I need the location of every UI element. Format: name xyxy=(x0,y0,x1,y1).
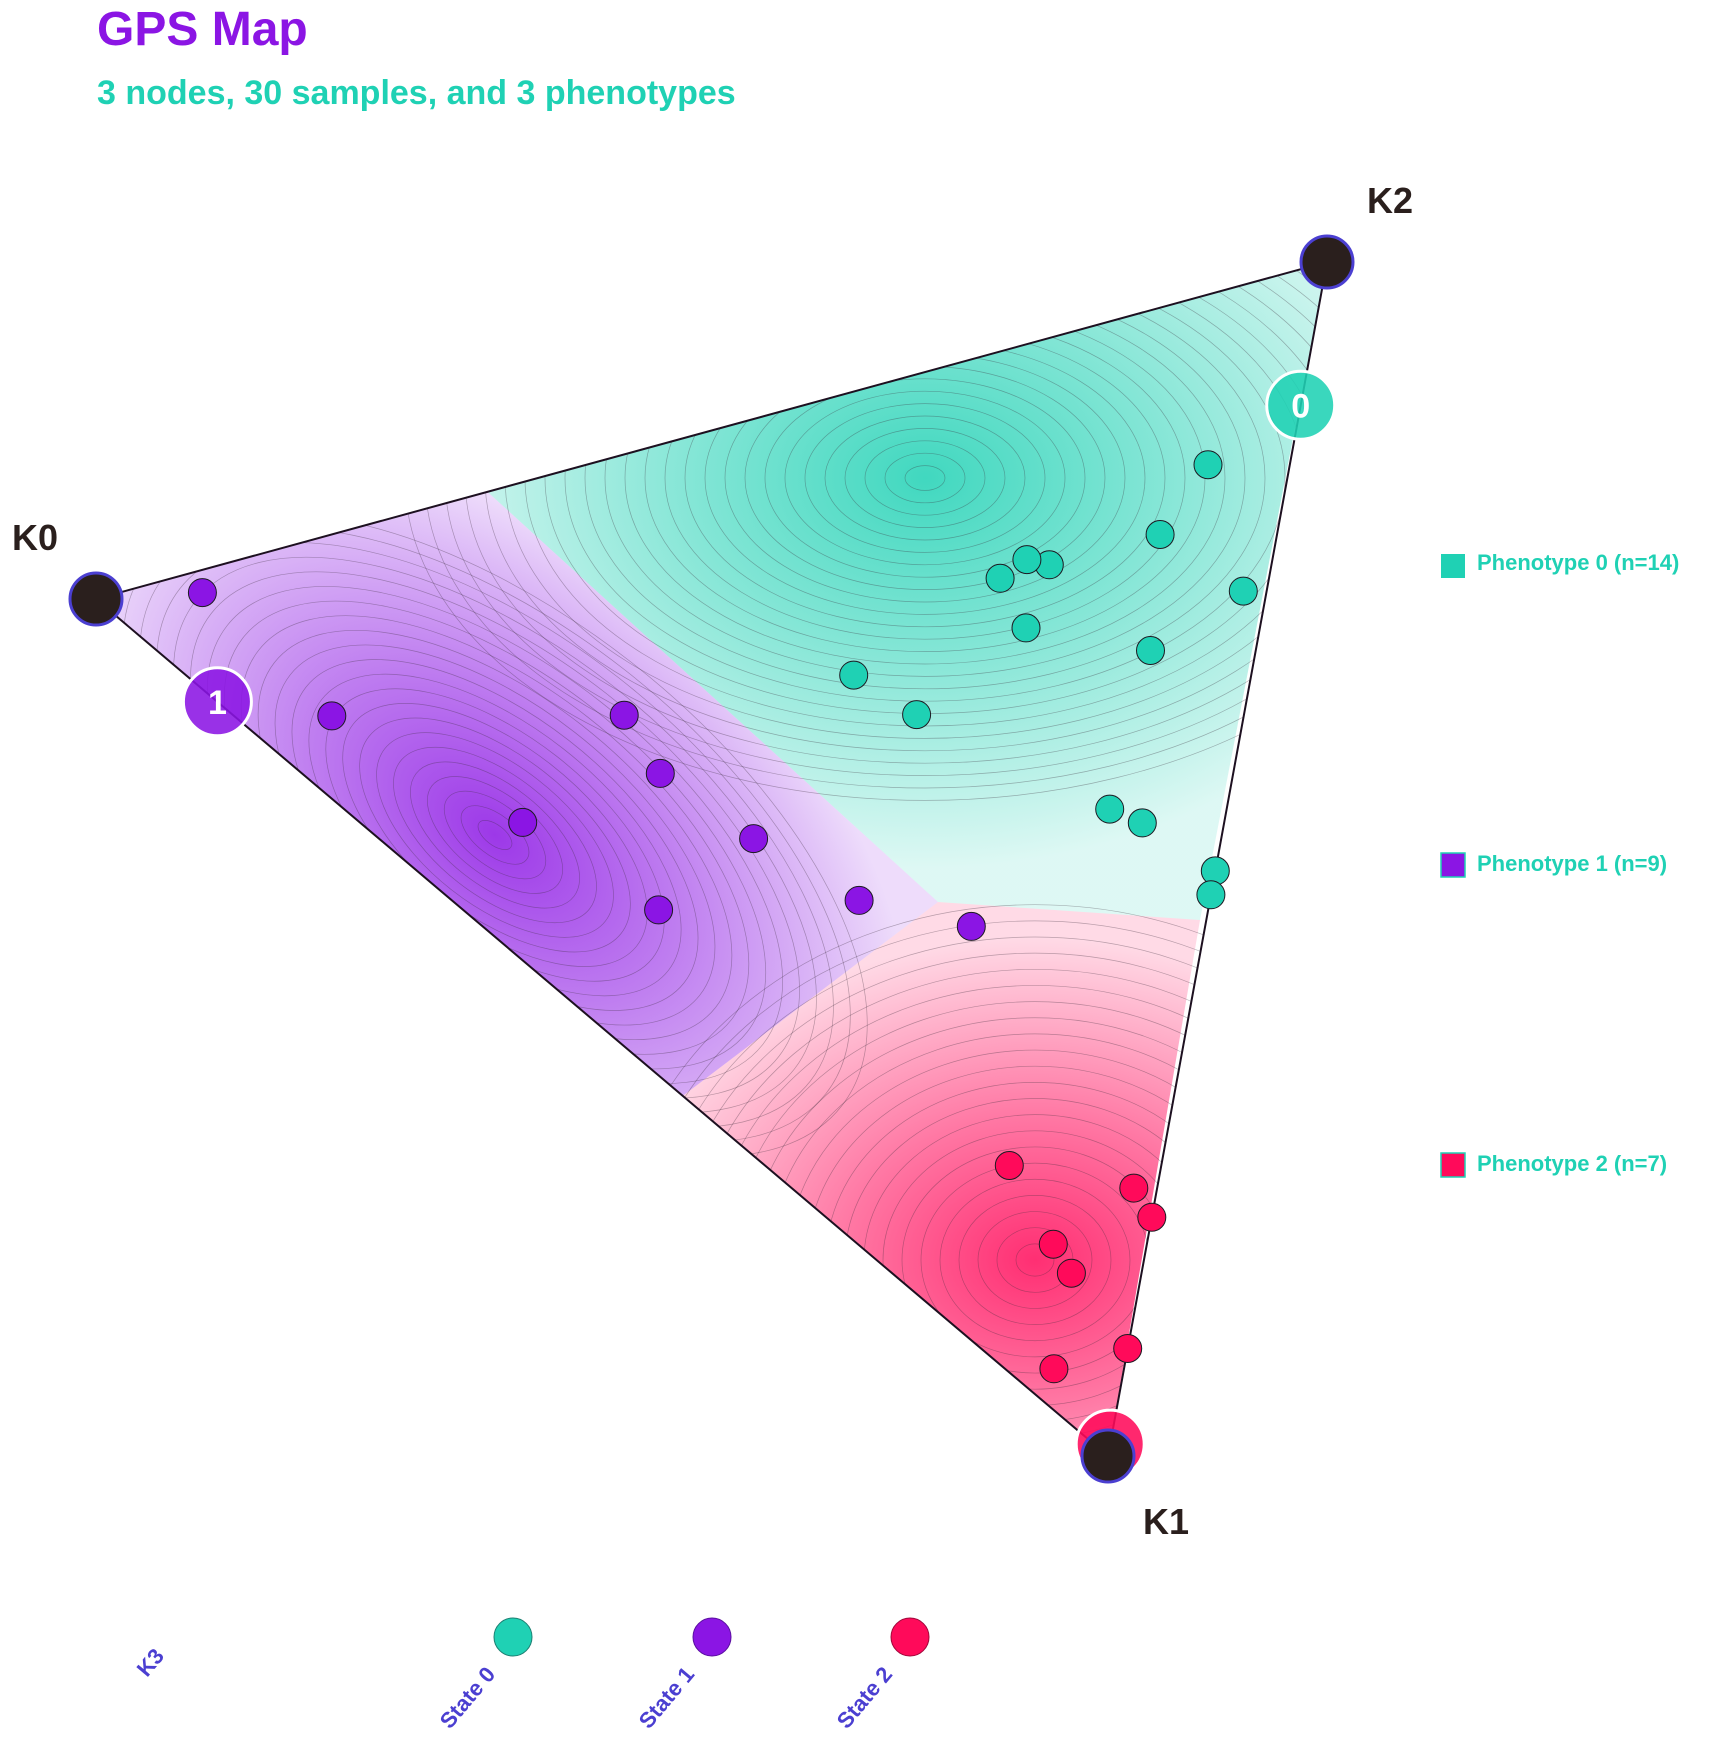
sample-point-phenotype-0 xyxy=(1200,856,1230,886)
sample-points xyxy=(187,450,1258,1384)
sample-point-phenotype-0 xyxy=(1011,613,1041,643)
contour-line xyxy=(426,776,564,894)
phenotype-0-centroid-label: 0 xyxy=(1291,387,1310,425)
contour-line xyxy=(764,378,1086,578)
contour-line xyxy=(904,465,946,491)
phenotype-1-centroid-label: 1 xyxy=(208,684,227,722)
phenotype-legend: Phenotype 0 (n=14) Phenotype 1 (n=9) Phe… xyxy=(1440,550,1679,1178)
sample-point-phenotype-2 xyxy=(1113,1334,1143,1363)
sample-point-phenotype-2 xyxy=(1137,1202,1167,1232)
sample-point-phenotype-1 xyxy=(317,701,347,731)
contour-line xyxy=(884,452,966,504)
legend-label-phenotype-2: Phenotype 2 (n=7) xyxy=(1477,1151,1667,1176)
sample-point-phenotype-0 xyxy=(985,563,1015,593)
sample-point-phenotype-1 xyxy=(644,895,674,925)
sample-point-phenotype-1 xyxy=(956,911,986,941)
sample-point-phenotype-1 xyxy=(739,824,769,854)
contour-line xyxy=(376,732,614,938)
sample-point-phenotype-2 xyxy=(1039,1354,1069,1384)
state-legend-k3-label: K3 xyxy=(132,1644,169,1682)
sample-point-phenotype-2 xyxy=(1056,1258,1086,1288)
phenotype-2-region xyxy=(680,902,1200,1456)
sample-point-phenotype-0 xyxy=(1095,794,1125,824)
sample-point-phenotype-0 xyxy=(1193,450,1223,480)
chart-title: GPS Map xyxy=(97,3,308,56)
contour-line xyxy=(460,805,530,865)
state-2-label: State 2 xyxy=(832,1662,898,1733)
sample-point-phenotype-0 xyxy=(1228,576,1258,606)
legend-swatch-phenotype-1 xyxy=(1440,852,1466,878)
sample-point-phenotype-0 xyxy=(1136,636,1165,665)
sample-point-phenotype-1 xyxy=(844,885,874,915)
node-k1 xyxy=(1080,1428,1136,1484)
contour-line xyxy=(864,440,986,516)
sample-point-phenotype-0 xyxy=(902,700,932,730)
sample-point-phenotype-2 xyxy=(1119,1173,1149,1203)
node-label-k2: K2 xyxy=(1367,180,1413,221)
phenotype-0-region xyxy=(480,262,1327,920)
state-legend: K3 State 0 State 1 State 2 xyxy=(132,1617,930,1733)
sample-point-phenotype-1 xyxy=(508,807,538,837)
contour-line xyxy=(477,820,513,850)
state-1-label: State 1 xyxy=(634,1662,700,1733)
sample-point-phenotype-2 xyxy=(1038,1229,1068,1259)
node-k2 xyxy=(1299,234,1355,290)
node-label-k0: K0 xyxy=(12,517,58,558)
contour-line xyxy=(564,262,1286,702)
sample-point-phenotype-0 xyxy=(1145,520,1175,549)
state-0-label: State 0 xyxy=(435,1662,501,1733)
phenotype-0-centroid xyxy=(1265,369,1337,441)
state-2-marker xyxy=(890,1617,930,1657)
sample-point-phenotype-0 xyxy=(1127,808,1157,838)
phenotype-1-region xyxy=(96,485,938,1098)
contour-line xyxy=(410,761,580,909)
sample-point-phenotype-0 xyxy=(839,660,869,690)
legend-swatch-phenotype-0 xyxy=(1441,554,1465,578)
contour-line xyxy=(393,746,597,924)
chart-subtitle: 3 nodes, 30 samples, and 3 phenotypes xyxy=(97,74,736,112)
contour-line xyxy=(939,1178,1131,1342)
sample-point-phenotype-1 xyxy=(609,700,639,730)
contour-line xyxy=(1015,1243,1055,1277)
sample-point-phenotype-0 xyxy=(1196,880,1226,910)
state-0-marker xyxy=(493,1617,533,1657)
simplex-nodes xyxy=(68,234,1355,1484)
legend-label-phenotype-0: Phenotype 0 (n=14) xyxy=(1477,550,1679,575)
legend-swatch-phenotype-2 xyxy=(1440,1152,1466,1178)
node-label-k1: K1 xyxy=(1143,1501,1189,1542)
state-1-marker xyxy=(692,1617,732,1657)
node-k0 xyxy=(68,571,124,627)
contour-line xyxy=(784,390,1066,566)
sample-point-phenotype-1 xyxy=(187,578,217,608)
contour-line xyxy=(958,1195,1112,1325)
phenotype-1-centroid xyxy=(181,666,253,738)
contour-line xyxy=(977,1211,1093,1309)
contour-line xyxy=(804,403,1046,553)
contour-line xyxy=(824,415,1026,541)
legend-label-phenotype-1: Phenotype 1 (n=9) xyxy=(1477,851,1667,876)
sample-point-phenotype-1 xyxy=(645,758,675,788)
sample-point-phenotype-2 xyxy=(994,1151,1024,1180)
sample-point-phenotype-0 xyxy=(1012,545,1042,575)
phenotype-regions xyxy=(96,262,1327,1456)
contour-line xyxy=(844,428,1006,528)
